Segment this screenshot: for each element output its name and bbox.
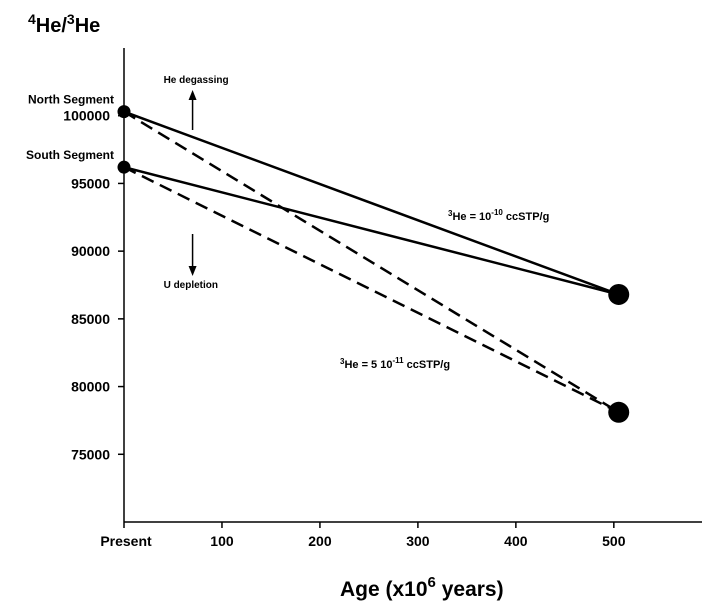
- y-tick-label: 75000: [71, 446, 110, 462]
- solid-label-sup: 3: [448, 209, 453, 218]
- series-lines-layer: [123, 110, 620, 414]
- x-axis-title-post: years): [436, 578, 504, 601]
- x-axis-title: Age (x106 years): [340, 574, 504, 601]
- segment-label: North Segment: [28, 93, 114, 107]
- y-tick-label: 100000: [63, 108, 110, 124]
- dashed-label-sup: 3: [340, 357, 345, 366]
- dashed-label-post: ccSTP/g: [404, 359, 450, 371]
- y-axis-title: 4He/3He: [28, 11, 100, 37]
- x-tick-label: Present: [100, 533, 152, 549]
- y-tick-label: 85000: [71, 311, 110, 327]
- y-axis-title-base: He/: [36, 15, 68, 37]
- y-axis-title-tail: He: [75, 15, 101, 37]
- end-point-marker: [608, 401, 630, 423]
- dashed-label-exp: -11: [392, 356, 404, 365]
- solid-label-exp: -10: [491, 208, 503, 217]
- y-tick-label: 90000: [71, 243, 110, 259]
- start-point-marker: [117, 160, 131, 174]
- he-degassing-label: He degassing: [164, 75, 229, 86]
- data-points-layer: North Segment South Segment: [26, 93, 630, 423]
- solid-label-post: ccSTP/g: [503, 211, 549, 223]
- x-axis-title-pre: Age (x10: [340, 578, 428, 601]
- dashed-label-pre: He = 5 10: [344, 359, 392, 371]
- x-tick-label: 100: [210, 533, 234, 549]
- start-point-marker: [117, 105, 131, 119]
- dashed-series-line: [123, 166, 620, 414]
- y-axis-title-sup1: 4: [28, 11, 36, 27]
- solid-series-line: [123, 165, 620, 296]
- u-depletion-annotation: U depletion: [164, 234, 218, 291]
- segment-label: South Segment: [26, 148, 114, 162]
- up-arrowhead-icon: [188, 90, 197, 100]
- y-tick-label: 80000: [71, 379, 110, 395]
- x-tick-label: 200: [308, 533, 332, 549]
- dashed-line-label: 3He = 5 10-11 ccSTP/g: [340, 356, 450, 371]
- x-tick-label: 500: [602, 533, 626, 549]
- down-arrowhead-icon: [188, 266, 197, 276]
- x-axis-title-sup: 6: [428, 574, 436, 591]
- solid-series-line: [123, 110, 620, 296]
- u-depletion-label: U depletion: [164, 280, 218, 291]
- y-tick-label: 95000: [71, 175, 110, 191]
- dashed-series-line: [123, 110, 620, 414]
- he-degassing-annotation: He degassing: [164, 75, 229, 130]
- end-point-marker: [608, 283, 630, 305]
- x-tick-label: 300: [406, 533, 430, 549]
- solid-label-pre: He = 10: [452, 211, 491, 223]
- x-tick-label: 400: [504, 533, 528, 549]
- ticks-layer: Present 100 200 300 400 500 75000 80000 85000 900…: [63, 108, 625, 549]
- solid-line-label: 3He = 10-10 ccSTP/g: [448, 208, 549, 223]
- y-axis-title-sup2: 3: [67, 11, 75, 27]
